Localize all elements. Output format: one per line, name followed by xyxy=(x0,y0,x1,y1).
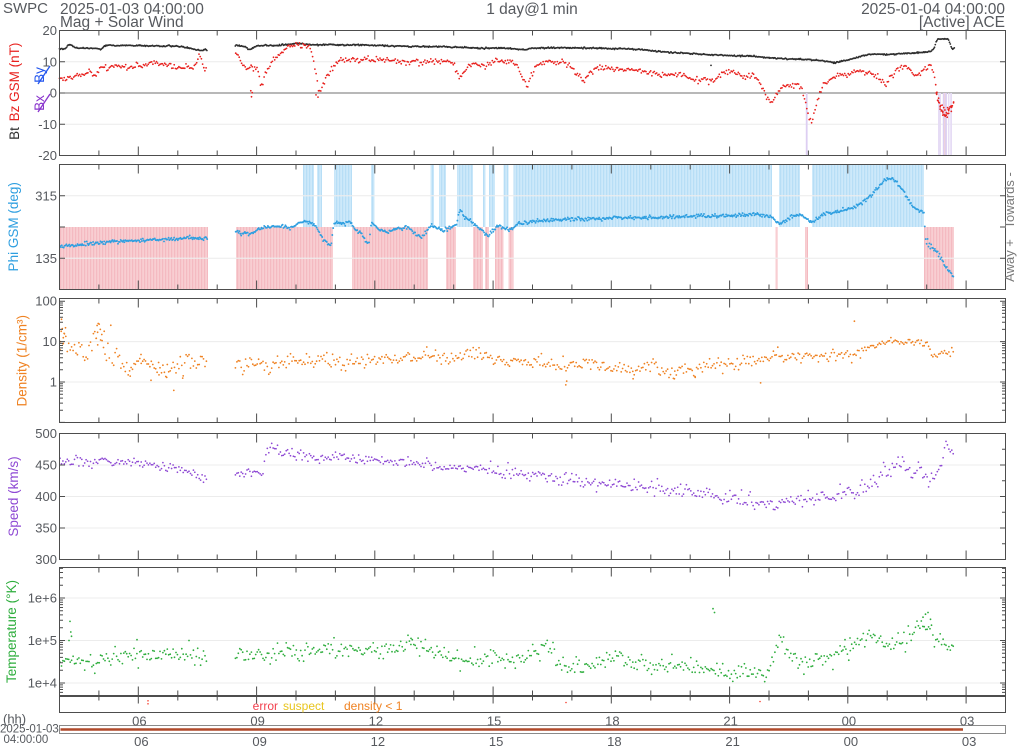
svg-text:0: 0 xyxy=(50,86,57,101)
svg-text:Density (1/cm³): Density (1/cm³) xyxy=(15,315,30,407)
svg-text:500: 500 xyxy=(35,426,57,441)
svg-text:315: 315 xyxy=(35,188,57,203)
svg-text:135: 135 xyxy=(35,251,57,266)
svg-text:suspect: suspect xyxy=(283,699,325,713)
svg-text:SWPC: SWPC xyxy=(3,0,48,17)
svg-text:20: 20 xyxy=(43,23,57,38)
svg-text:450: 450 xyxy=(35,458,57,473)
svg-text:06: 06 xyxy=(132,714,146,729)
svg-text:15: 15 xyxy=(489,734,503,748)
svg-text:100: 100 xyxy=(35,294,57,309)
svg-text:1: 1 xyxy=(50,375,57,390)
svg-text:-20: -20 xyxy=(38,148,57,163)
svg-text:06: 06 xyxy=(134,734,148,748)
svg-text:18: 18 xyxy=(607,734,621,748)
svg-text:(hh): (hh) xyxy=(3,712,26,727)
svg-text:Speed (km/s): Speed (km/s) xyxy=(6,456,21,536)
svg-text:18: 18 xyxy=(605,714,619,729)
svg-text:00: 00 xyxy=(842,714,856,729)
svg-text:00: 00 xyxy=(844,734,858,748)
svg-text:Mag + Solar Wind: Mag + Solar Wind xyxy=(60,14,184,31)
svg-text:Phi GSM (deg): Phi GSM (deg) xyxy=(6,182,21,271)
svg-text:03: 03 xyxy=(962,734,976,748)
svg-text:12: 12 xyxy=(371,734,385,748)
svg-text:1 day@1 min: 1 day@1 min xyxy=(486,1,578,18)
svg-text:Bz GSM (nT): Bz GSM (nT) xyxy=(7,43,22,122)
svg-text:Away + Towards -: Away + Towards - xyxy=(1002,172,1017,282)
svg-text:350: 350 xyxy=(35,521,57,536)
svg-text:03: 03 xyxy=(960,714,974,729)
svg-text:2025-01-04 04:00:00: 2025-01-04 04:00:00 xyxy=(861,1,1005,18)
svg-text:2025-01-03: 2025-01-03 xyxy=(0,724,59,736)
svg-text:10: 10 xyxy=(43,54,57,69)
svg-text:15: 15 xyxy=(487,714,501,729)
svg-text:1e+5: 1e+5 xyxy=(28,633,57,648)
svg-text:error: error xyxy=(253,699,278,713)
svg-text:Temperature (°K): Temperature (°K) xyxy=(4,580,19,683)
svg-text:300: 300 xyxy=(35,552,57,567)
svg-text:By: By xyxy=(32,67,47,83)
svg-text:21: 21 xyxy=(725,734,739,748)
svg-text:10: 10 xyxy=(43,334,57,349)
svg-text:09: 09 xyxy=(250,714,264,729)
svg-text:-10: -10 xyxy=(38,117,57,132)
svg-text:21: 21 xyxy=(723,714,737,729)
svg-text:density < 1: density < 1 xyxy=(344,699,403,713)
svg-text:1e+4: 1e+4 xyxy=(28,675,57,690)
svg-text:2025-01-03 04:00:00: 2025-01-03 04:00:00 xyxy=(60,1,204,18)
svg-text:04:00:00: 04:00:00 xyxy=(4,734,49,746)
svg-text:Bx: Bx xyxy=(32,95,47,111)
svg-text:Bt: Bt xyxy=(7,127,22,140)
svg-text:[Active] ACE: [Active] ACE xyxy=(919,14,1005,31)
svg-text:09: 09 xyxy=(252,734,266,748)
svg-text:12: 12 xyxy=(369,714,383,729)
svg-text:1e+6: 1e+6 xyxy=(28,591,57,606)
svg-text:400: 400 xyxy=(35,489,57,504)
